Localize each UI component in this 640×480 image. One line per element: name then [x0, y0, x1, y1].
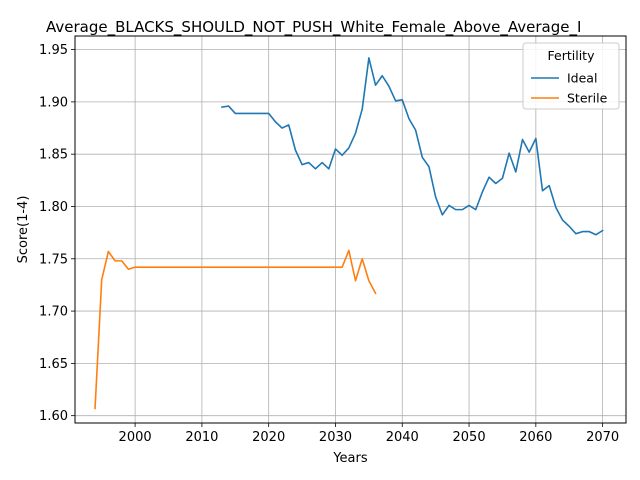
x-tick-label: 2060 — [519, 430, 552, 445]
x-tick-label: 2030 — [319, 430, 352, 445]
y-tick-label: 1.80 — [39, 200, 68, 215]
grid — [75, 36, 626, 423]
series-layer — [94, 57, 604, 410]
y-tick-label: 1.60 — [39, 409, 68, 424]
legend-box — [522, 42, 620, 110]
y-tick-label: 1.85 — [39, 148, 68, 163]
x-tick-label: 2070 — [586, 430, 619, 445]
series-line-ideal — [221, 57, 604, 236]
y-tick-label: 1.90 — [39, 95, 68, 110]
y-axis: 1.60 1.65 1.70 1.75 1.80 1.85 1.90 1.95 — [39, 43, 75, 424]
y-tick-label: 1.75 — [39, 252, 68, 267]
x-tick-label: 2020 — [252, 430, 285, 445]
legend-label-sterile: Sterile — [567, 91, 608, 106]
legend-title: Fertility — [548, 48, 596, 63]
y-axis-label: Score(1-4) — [16, 196, 31, 264]
y-tick-label: 1.95 — [39, 43, 68, 58]
x-tick-label: 2010 — [185, 430, 218, 445]
legend: Fertility Ideal Sterile — [522, 42, 620, 110]
series-line-sterile — [94, 249, 377, 410]
legend-label-ideal: Ideal — [567, 71, 597, 86]
x-axis-label: Years — [332, 451, 368, 466]
plot-frame — [74, 35, 627, 424]
y-tick-label: 1.70 — [39, 305, 68, 320]
x-tick-label: 2000 — [119, 430, 152, 445]
y-tick-label: 1.65 — [39, 357, 68, 372]
x-tick-label: 2050 — [453, 430, 486, 445]
x-tick-label: 2040 — [386, 430, 419, 445]
x-axis: 2000 2010 2020 2030 2040 2050 2060 2070 — [119, 423, 619, 445]
chart-title: Average_BLACKS_SHOULD_NOT_PUSH_White_Fem… — [46, 18, 581, 37]
